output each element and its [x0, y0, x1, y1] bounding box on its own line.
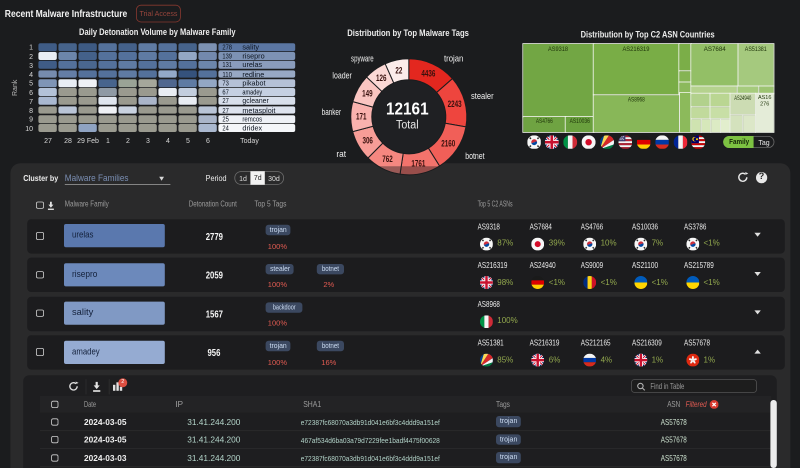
svg-text:22: 22 [396, 66, 403, 76]
svg-text:2243: 2243 [448, 99, 462, 109]
svg-text:12161: 12161 [386, 99, 429, 119]
svg-text:1761: 1761 [412, 159, 426, 169]
svg-text:126: 126 [376, 73, 387, 83]
svg-text:4436: 4436 [422, 69, 436, 79]
svg-text:149: 149 [362, 89, 373, 99]
svg-text:306: 306 [363, 136, 374, 146]
svg-text:762: 762 [382, 154, 393, 164]
svg-text:Total: Total [396, 120, 419, 132]
svg-text:171: 171 [356, 112, 367, 122]
svg-text:2160: 2160 [441, 139, 455, 149]
